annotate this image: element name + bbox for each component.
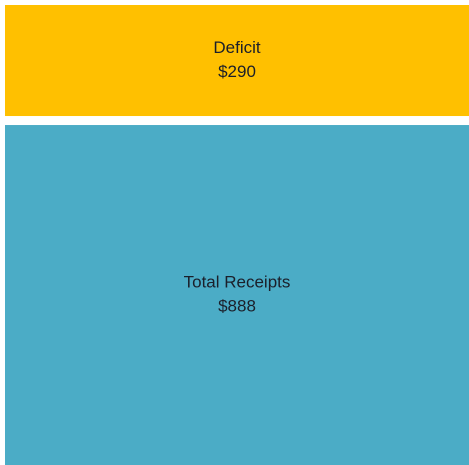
block-value: $290 — [218, 62, 256, 81]
block-value: $888 — [218, 296, 256, 315]
block-label: Deficit — [213, 38, 261, 57]
block — [5, 5, 469, 117]
block — [5, 125, 469, 465]
block-label: Total Receipts — [184, 272, 291, 291]
